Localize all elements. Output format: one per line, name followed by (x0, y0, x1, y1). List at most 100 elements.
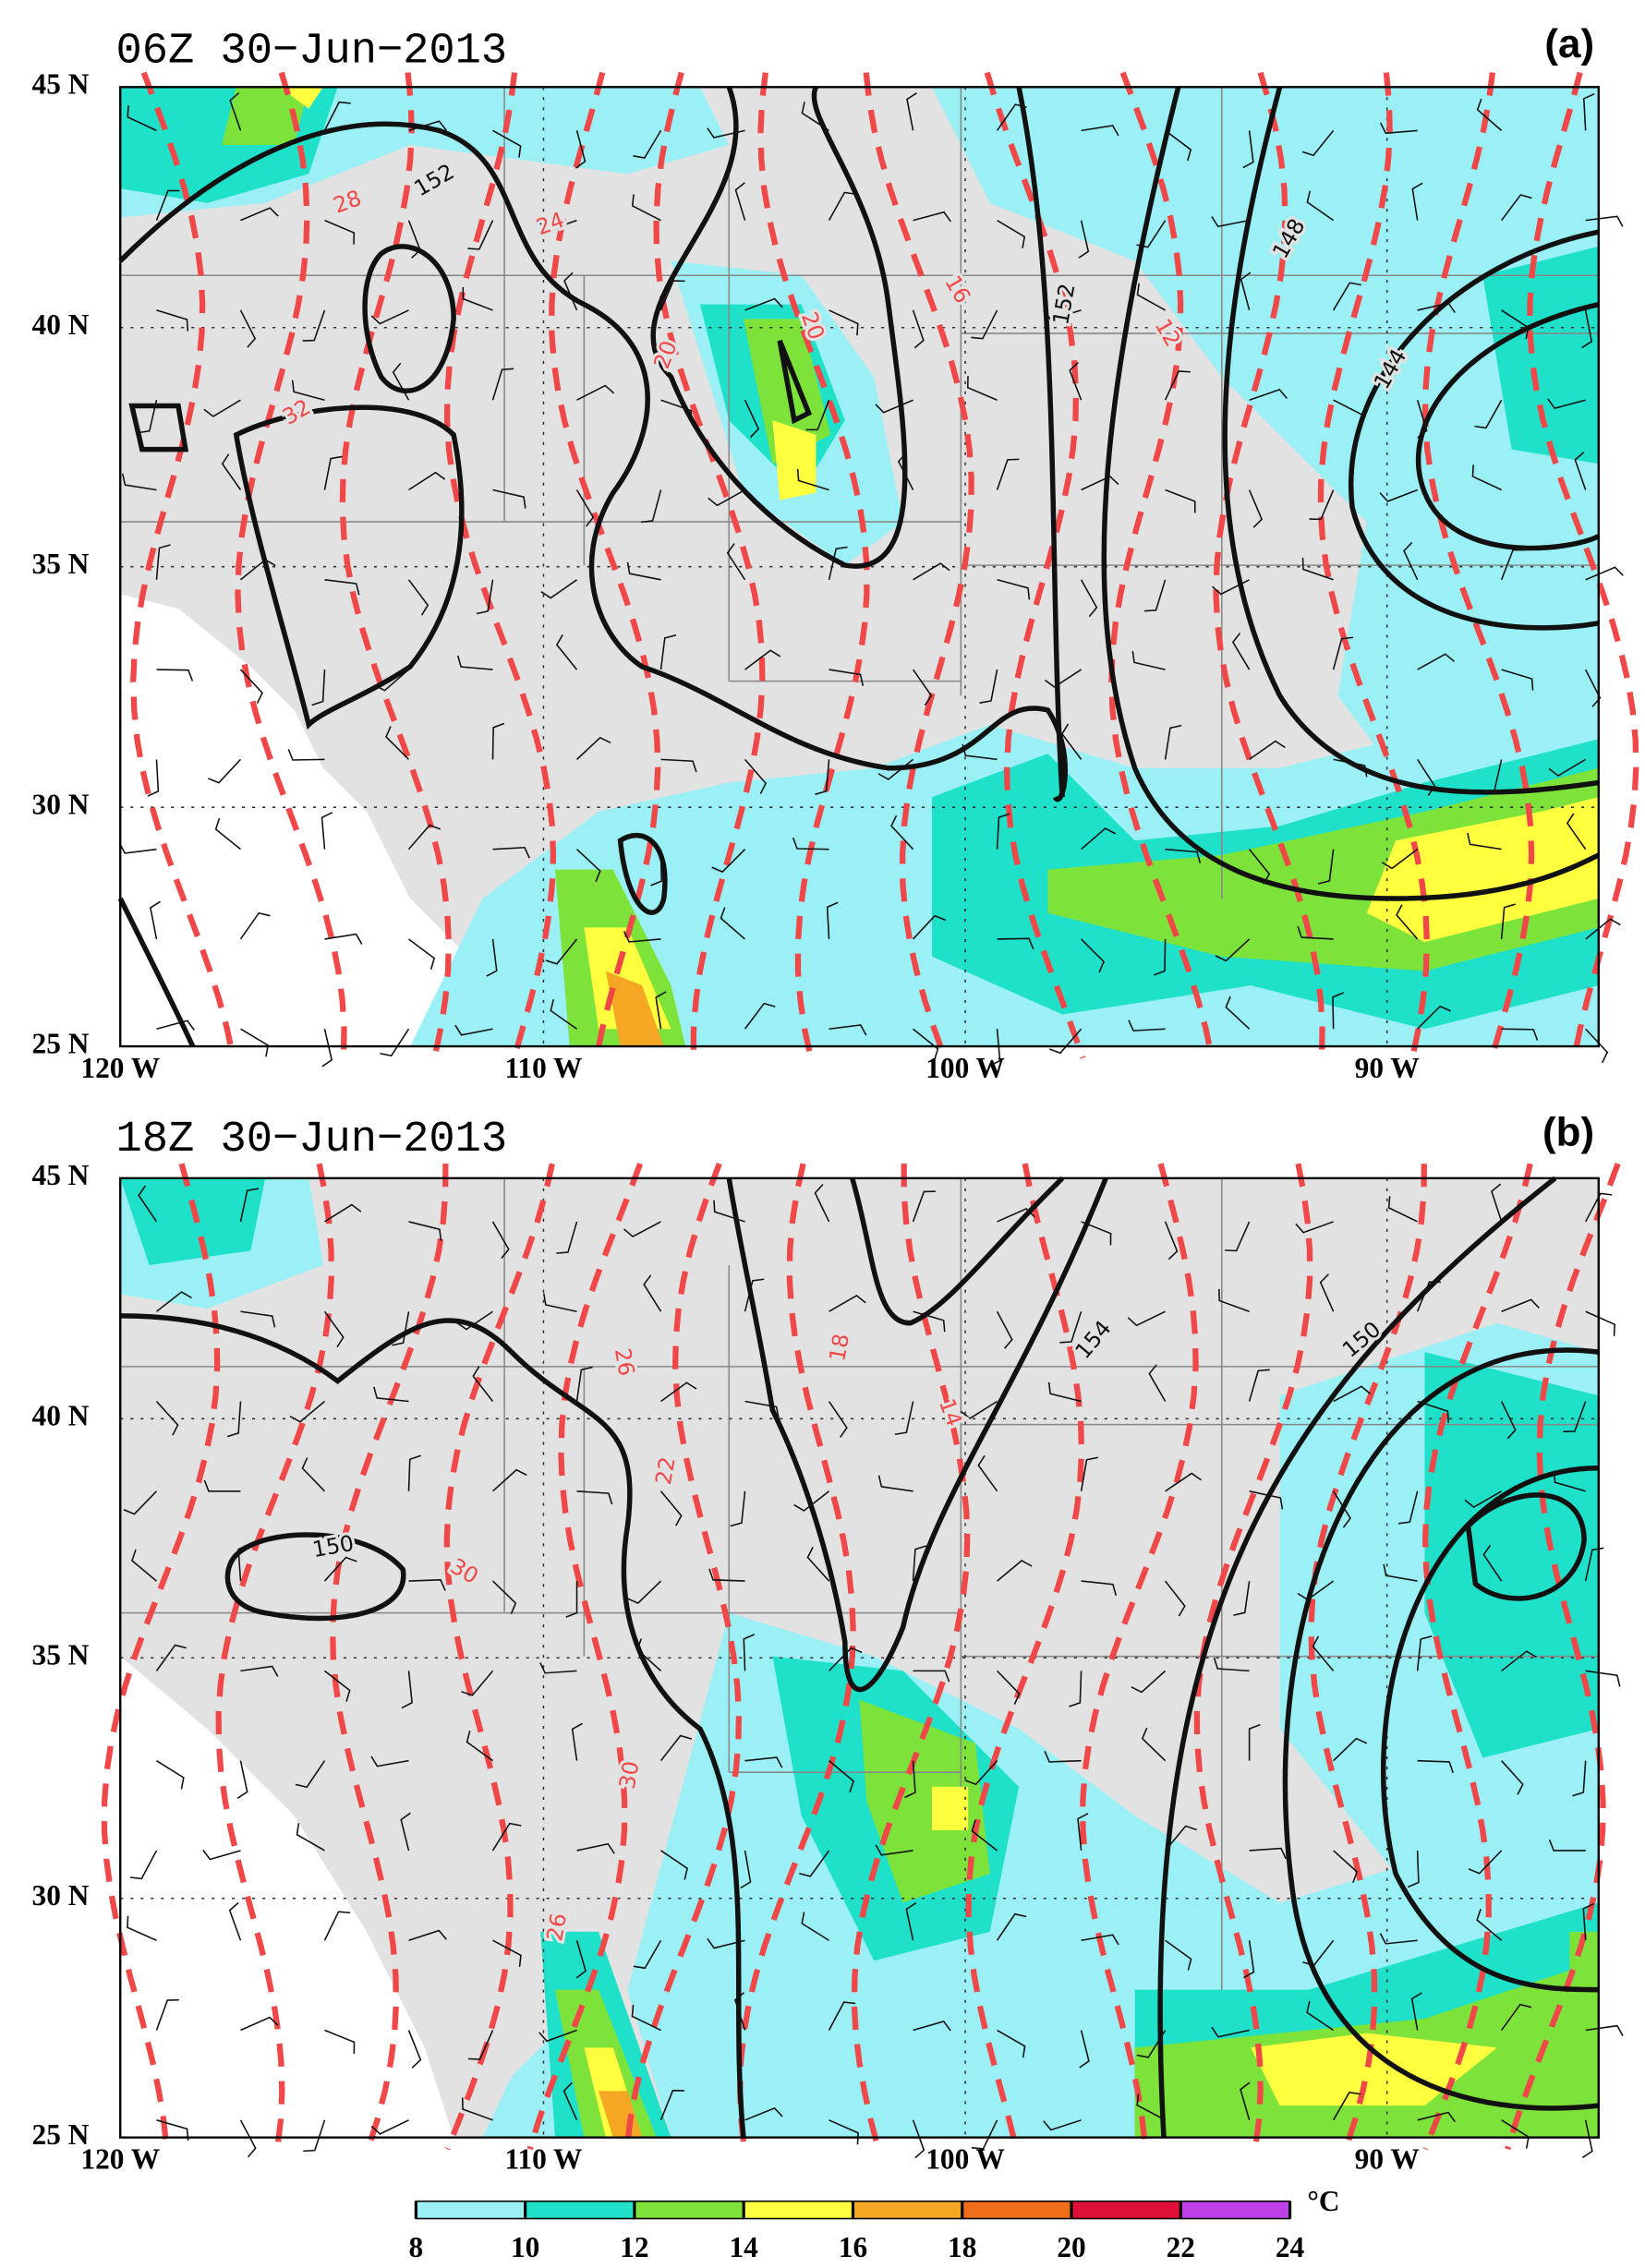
wind-barb (1501, 1760, 1524, 1795)
wind-barb (373, 1386, 409, 1403)
wind-barb (1081, 1221, 1112, 1246)
wind-barb (492, 129, 522, 158)
wind-barb (155, 1644, 187, 1671)
wind-barb (1080, 1456, 1098, 1491)
temperature-contour (623, 1163, 743, 2150)
wind-barb (744, 2107, 783, 2121)
wind-barb (912, 914, 947, 940)
wind-barb (905, 1901, 917, 1941)
wind-barb (1248, 1369, 1270, 1402)
wind-barb (1081, 827, 1117, 850)
wind-barb (796, 468, 829, 491)
height-contour (1157, 1176, 1557, 2138)
teal-shade (1482, 246, 1599, 464)
wind-barb (829, 309, 859, 336)
temperature-contour (339, 72, 452, 1059)
wind-barb (324, 933, 363, 945)
wind-barb (155, 1400, 179, 1436)
temperature-contour (215, 1163, 334, 2150)
height-contour (233, 404, 465, 730)
wind-barb (801, 1912, 829, 1941)
wind-barb (407, 579, 429, 616)
lat-label: 40 N (32, 1400, 90, 1432)
lon-label: 90 W (1355, 2143, 1420, 2176)
wind-barb (1416, 1635, 1433, 1671)
lat-label: 35 N (32, 1638, 90, 1671)
height-contour (1222, 86, 1600, 795)
wind-barb (203, 1479, 241, 1492)
wind-barb (127, 1915, 157, 1941)
temperature-contour (1317, 72, 1430, 1059)
wind-barb (456, 1310, 493, 1331)
wind-barb (623, 1221, 661, 1238)
wind-barb (793, 1490, 830, 1512)
wind-barb (408, 1929, 447, 1941)
wind-barb (660, 1381, 697, 1403)
wind-barb (562, 2081, 578, 2121)
wind-barb (138, 400, 158, 434)
wind-barb (491, 368, 514, 401)
wind-barb (576, 384, 615, 401)
wind-barb (1211, 2026, 1250, 2038)
wind-barb (1403, 541, 1419, 581)
wind-barb (1332, 1490, 1351, 1528)
wind-barb (640, 489, 662, 524)
wind-barb (1585, 918, 1621, 940)
wind-barb (1407, 1850, 1420, 1888)
wind-barb (240, 1665, 279, 1677)
wind-barb (408, 1221, 442, 1241)
temperature-contour (526, 1163, 644, 2151)
wind-barb (221, 453, 242, 490)
wind-barb (912, 1190, 936, 1223)
wind-barb (1044, 1750, 1082, 1763)
lon-label: 110 W (504, 1052, 582, 1084)
wind-barb (726, 543, 746, 581)
temperature-contour (653, 71, 766, 1058)
wind-barb (720, 907, 746, 940)
lon-label: 120 W (80, 1052, 160, 1084)
wind-barb (744, 297, 783, 311)
wind-barb (988, 1029, 1001, 1067)
wind-barb (996, 458, 1020, 490)
wind-barb (1501, 1028, 1539, 1041)
wind-barb (461, 1670, 494, 1696)
wind-barb (1332, 282, 1361, 311)
wind-barb (1566, 813, 1587, 850)
wind-barb (491, 1580, 517, 1615)
wind-barb (659, 2090, 684, 2121)
wind-barb (997, 1560, 1033, 1582)
wind-barb (1387, 1196, 1418, 1223)
height-contour (1101, 86, 1601, 901)
colorbar-bin (1070, 2200, 1182, 2220)
wind-barb (156, 669, 194, 682)
wind-barb (323, 455, 343, 490)
wind-barb (550, 999, 577, 1030)
green-shade (222, 87, 309, 146)
wind-barb (240, 1310, 276, 1328)
wind-barb (1417, 2111, 1456, 2123)
wind-barb (240, 2016, 279, 2032)
wind-barb (1249, 1847, 1288, 1860)
yellow-shade (279, 87, 323, 109)
colorbar-tick-label: 16 (839, 2231, 867, 2263)
wind-barb (964, 1760, 998, 1786)
height-contour (617, 832, 668, 915)
wind-barb (1501, 1298, 1540, 1312)
wind-barb (575, 849, 601, 883)
wind-barb (660, 758, 697, 773)
wind-barb (324, 1670, 351, 1702)
wind-barb (1211, 216, 1250, 228)
height-contour (1282, 1347, 1600, 2111)
height-contour (362, 244, 456, 393)
wind-barb (571, 1722, 584, 1761)
wind-barb (707, 1937, 745, 1949)
temperature-contour (1421, 72, 1535, 1059)
wind-barb (792, 837, 829, 850)
wind-barb (829, 1760, 854, 1792)
wind-barb (491, 1221, 510, 1260)
wind-barb (971, 309, 998, 340)
wind-barb (996, 1310, 1013, 1349)
wind-barb (408, 471, 446, 491)
wind-barb (407, 1454, 421, 1491)
